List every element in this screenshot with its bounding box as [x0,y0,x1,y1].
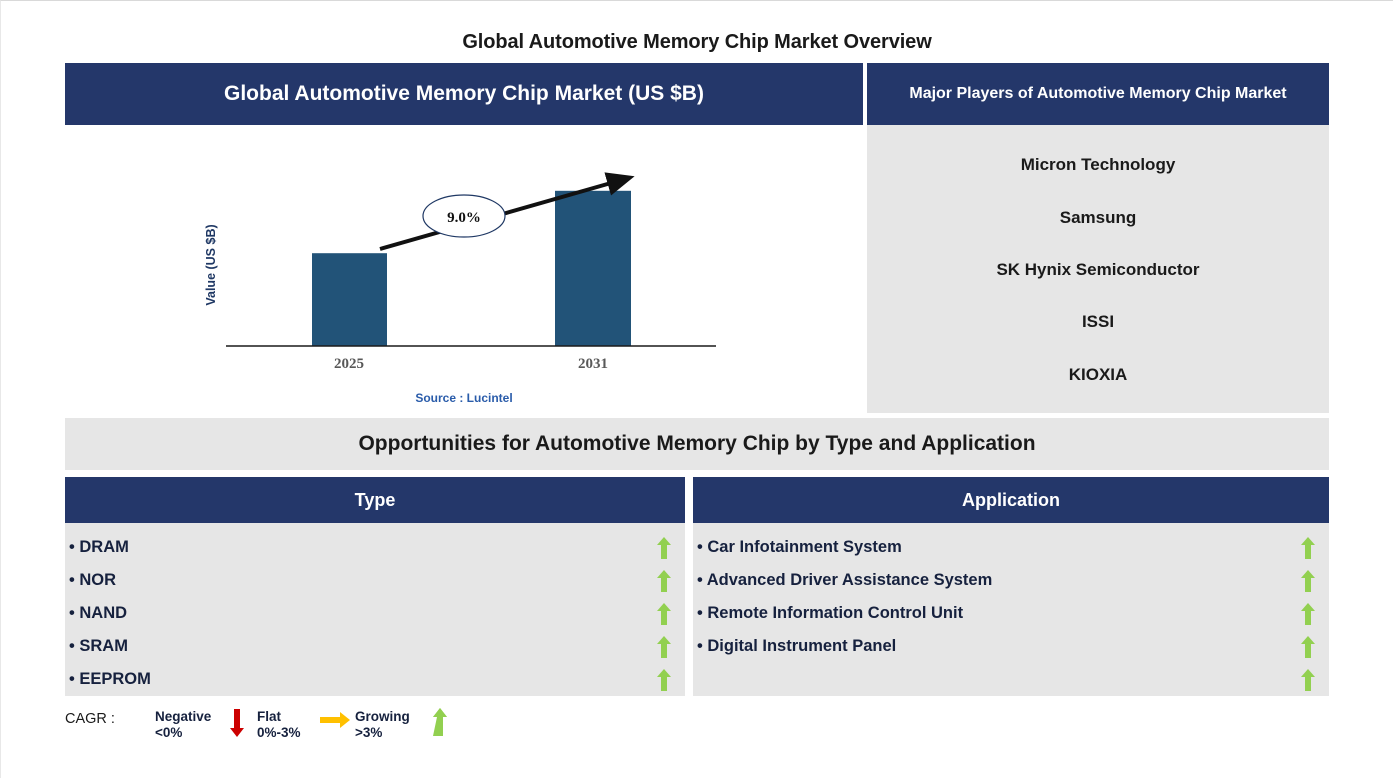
legend-flat-label: Flat [257,709,282,724]
application-list: • Car Infotainment System • Advanced Dri… [693,523,1329,696]
type-column-header: Type [65,477,685,523]
opportunities-banner: Opportunities for Automotive Memory Chip… [65,418,1329,470]
x-tick-2025: 2025 [334,356,364,372]
list-item [693,663,1329,696]
chart-panel-header: Global Automotive Memory Chip Market (US… [65,63,863,125]
legend-negative: Negative <0% [155,709,211,741]
player-item: KIOXIA [1068,364,1128,384]
growing-arrow-icon [1301,635,1315,658]
list-item: • SRAM [65,630,685,663]
application-item-label: • Advanced Driver Assistance System [697,571,993,589]
legend-flat: Flat 0%-3% [257,709,301,741]
flat-arrow-icon [320,712,350,728]
players-panel-header: Major Players of Automotive Memory Chip … [867,63,1329,125]
x-tick-2031: 2031 [578,356,608,372]
growing-arrow-icon [1301,602,1315,625]
chart-svg: Value (US $B) 9.0% 2025 2031 [204,172,716,372]
growing-arrow-icon [657,668,671,691]
player-item: ISSI [1081,312,1115,332]
market-bar-chart: Value (US $B) 9.0% 2025 2031 Source : Lu… [65,125,863,415]
list-item: • Car Infotainment System [693,531,1329,564]
list-item: • Digital Instrument Panel [693,630,1329,663]
type-item-label: • DRAM [69,538,129,556]
application-item-label: • Car Infotainment System [697,538,902,556]
list-item: • EEPROM [65,663,685,696]
type-item-label: • EEPROM [69,670,151,688]
legend-flat-range: 0%-3% [257,725,301,740]
type-item-label: • NAND [69,604,128,622]
legend-cagr-label: CAGR : [65,711,115,727]
type-list: • DRAM • NOR • NAND • SRAM • EEPROM [65,523,685,696]
bar-2031 [555,190,631,346]
list-item: • NOR [65,564,685,597]
type-item-label: • NOR [69,571,117,589]
growing-arrow-icon [657,635,671,658]
major-players-list: Micron Technology Samsung SK Hynix Semic… [867,125,1329,413]
growing-arrow-icon [657,569,671,592]
list-item: • DRAM [65,531,685,564]
negative-arrow-icon [230,709,244,737]
player-item: Micron Technology [1020,155,1176,175]
application-column-header: Application [693,477,1329,523]
page-title: Global Automotive Memory Chip Market Ove… [462,31,932,53]
application-item-label: • Digital Instrument Panel [697,637,897,655]
growing-arrow-icon [657,602,671,625]
list-item: • NAND [65,597,685,630]
list-item: • Remote Information Control Unit [693,597,1329,630]
growing-arrow-icon [1301,536,1315,559]
legend-growing: Growing >3% [355,709,410,741]
type-item-label: • SRAM [69,637,128,655]
legend-growing-range: >3% [355,725,383,740]
list-item: • Advanced Driver Assistance System [693,564,1329,597]
legend-negative-range: <0% [155,725,183,740]
growing-arrow-icon [433,708,447,736]
growing-arrow-icon [1301,668,1315,691]
application-item-label: • Remote Information Control Unit [697,604,964,622]
player-item: Samsung [1059,207,1137,227]
legend-growing-label: Growing [355,709,410,724]
player-item: SK Hynix Semiconductor [996,259,1200,279]
bar-2025 [312,253,387,346]
cagr-legend: CAGR : Negative <0% Flat 0%-3% Growing >… [65,704,665,760]
growing-arrow-icon [1301,569,1315,592]
legend-negative-label: Negative [155,709,212,724]
y-axis-label: Value (US $B) [204,224,218,305]
chart-source-note: Source : Lucintel [415,391,513,405]
growing-arrow-icon [657,536,671,559]
cagr-callout-ellipse [422,194,506,238]
cagr-value-label: 9.0% [447,210,481,226]
